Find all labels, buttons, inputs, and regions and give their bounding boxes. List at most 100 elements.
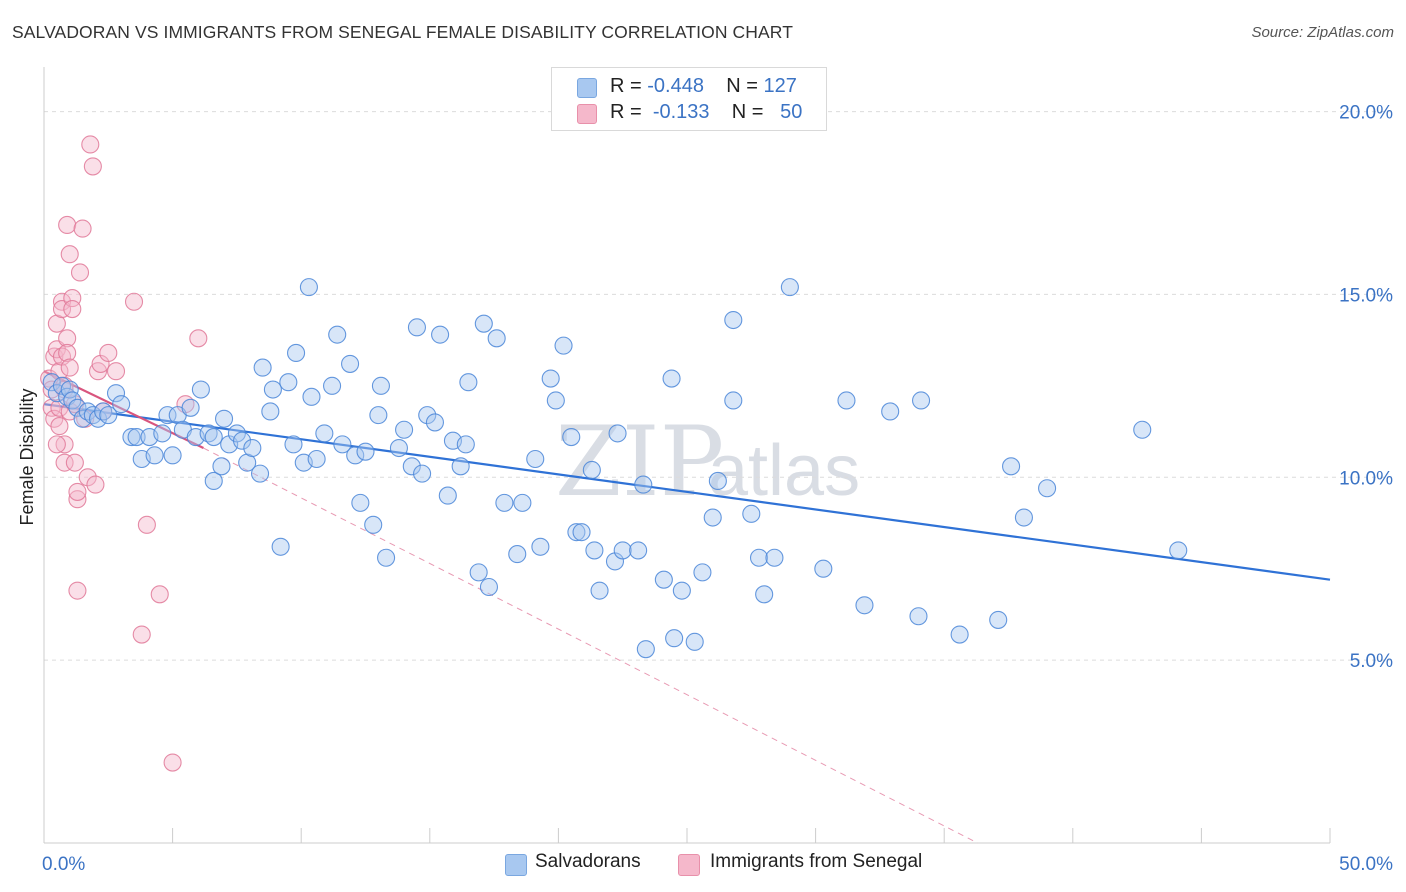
salvadoran-point (307, 449, 326, 469)
salvadoran-point (562, 428, 581, 447)
salvadoran-point (989, 610, 1008, 629)
salvadoran-point (153, 424, 172, 443)
salvadoran-point (654, 570, 673, 589)
senegal-points (40, 135, 208, 772)
salvadoran-point (287, 343, 306, 362)
salvadoran-point (1038, 479, 1057, 498)
salvadoran-point (554, 336, 573, 355)
salvadoran-point (629, 541, 648, 560)
salvadoran-point (479, 577, 499, 597)
x-tick-labels: 0.0% 50.0% (42, 854, 1393, 875)
senegal-point (132, 625, 151, 644)
legend-r-value: -0.448 (647, 75, 704, 97)
senegal-point (70, 263, 90, 282)
salvadoran-point (99, 406, 118, 425)
salvadoran-point (191, 380, 210, 399)
salvadoran-point (212, 457, 231, 476)
senegal-point (60, 245, 79, 264)
salvadoran-point (364, 515, 383, 534)
salvadoran-point (181, 398, 200, 417)
senegal-point (189, 329, 208, 348)
salvadoran-point (909, 607, 928, 626)
salvadoran-point (261, 402, 280, 421)
salvadoran-point (328, 325, 347, 344)
senegal-point (88, 362, 108, 381)
source-label: Source: ZipAtlas.com (1251, 24, 1394, 41)
salvadoran-point (881, 402, 900, 421)
salvadoran-point (356, 442, 375, 461)
legend-n-value: 50 (780, 101, 803, 123)
y-tick-labels: 5.0% 10.0% 15.0% 20.0% (1339, 103, 1393, 673)
salvadoran-point (425, 413, 444, 432)
salvadoran-point (68, 398, 87, 417)
bottom-legend-swatch-blue (505, 854, 527, 876)
salvadoran-point (634, 475, 653, 494)
salvadoran-point (1169, 541, 1188, 560)
salvadoran-point (323, 376, 342, 395)
salvadoran-point (814, 559, 833, 578)
legend-r-value: -0.133 (652, 101, 710, 123)
bottom-legend-label: Immigrants from Senegal (710, 851, 923, 872)
salvadoran-point (253, 358, 272, 377)
senegal-point (99, 343, 118, 362)
salvadoran-point (402, 457, 421, 476)
salvadoran-point (369, 406, 388, 425)
salvadoran-point (284, 435, 303, 454)
salvadoran-point (613, 541, 632, 560)
salvadoran-point (214, 409, 234, 428)
senegal-point (63, 300, 82, 319)
senegal-point (68, 581, 87, 600)
senegal-point (68, 490, 87, 509)
senegal-point (106, 362, 126, 381)
legend-r-label: R = (610, 75, 648, 97)
salvadoran-point (271, 537, 290, 556)
salvadoran-point (672, 581, 691, 600)
salvadoran-point (662, 369, 681, 388)
salvadoran-point (531, 537, 550, 556)
salvadoran-point (685, 632, 704, 651)
salvadoran-point (541, 369, 560, 388)
axes (43, 67, 1331, 844)
senegal-point (73, 219, 92, 238)
senegal-point (55, 453, 74, 472)
senegal-point (81, 135, 100, 154)
senegal-point (47, 435, 66, 454)
senegal-point (124, 292, 144, 311)
salvadoran-point (315, 424, 334, 443)
senegal-point (137, 515, 156, 534)
salvadoran-point (636, 640, 655, 659)
legend-r-label: R = (610, 101, 648, 123)
senegal-point (150, 585, 169, 604)
correlation-legend: R = -0.448 N = 127 R = -0.133 N = 50 (551, 67, 827, 131)
senegal-point (58, 343, 77, 362)
senegal-point (83, 157, 102, 176)
salvadoran-point (418, 406, 437, 425)
senegal-point (86, 475, 105, 494)
salvadoran-point (567, 523, 586, 542)
senegal-point (52, 292, 72, 311)
y-tick-label: 15.0% (1339, 285, 1393, 306)
salvadoran-point (163, 446, 182, 465)
salvadoran-point (302, 387, 321, 406)
salvadoran-point (487, 329, 506, 348)
salvadoran-point (346, 446, 365, 465)
salvadoran-point (495, 493, 514, 512)
y-tick-label: 20.0% (1339, 103, 1393, 124)
salvadoran-point (724, 391, 743, 410)
salvadoran-point (469, 563, 488, 582)
watermark-zip: ZIP (555, 406, 724, 518)
salvadoran-point (112, 395, 131, 414)
senegal-point (50, 417, 69, 436)
salvadoran-point (546, 391, 565, 410)
salvadoran-point (459, 373, 478, 392)
bottom-legend-label: Salvadorans (535, 851, 641, 872)
salvadoran-point (1133, 420, 1152, 439)
legend-n-label: N = (726, 75, 764, 97)
y-tick-label: 5.0% (1350, 651, 1393, 672)
salvadoran-point (724, 310, 743, 330)
salvadoran-point (204, 428, 223, 447)
salvadoran-point (665, 629, 684, 648)
salvadoran-point (389, 438, 408, 458)
senegal-point (163, 753, 182, 772)
